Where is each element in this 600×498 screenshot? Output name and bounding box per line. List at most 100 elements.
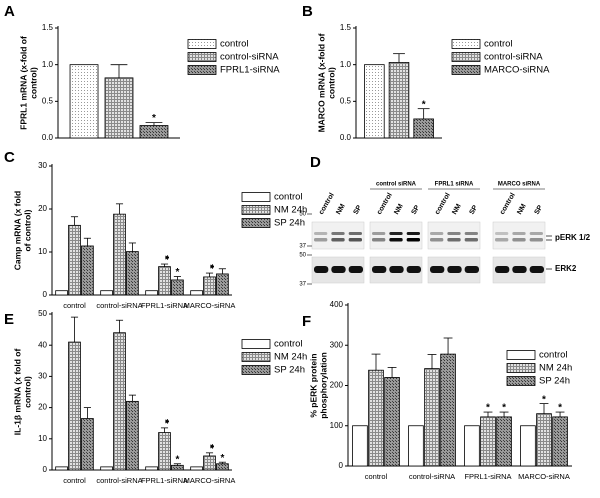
legend-label: control: [274, 192, 303, 203]
significance-mark: *: [486, 403, 490, 414]
lane-label: control: [376, 192, 394, 216]
bar: [520, 425, 536, 467]
blot-band: [512, 232, 526, 235]
y-axis-label: Camp mRNA (x fold: [12, 191, 22, 271]
x-tick-label: MARCO-siRNA: [184, 476, 236, 485]
blot-band: [430, 238, 444, 242]
legend-label: FPRL1-siRNA: [220, 65, 280, 76]
legend-swatch: [506, 376, 536, 386]
blot-strip: [492, 221, 546, 250]
bar: [203, 455, 216, 471]
bar: [216, 463, 229, 471]
group-label: MARCO siRNA: [498, 182, 541, 188]
blot-band: [406, 266, 421, 273]
y-axis-label: control): [326, 67, 336, 99]
bar: [364, 64, 385, 139]
blot-band: [314, 266, 329, 273]
lane-label: SP: [469, 204, 480, 216]
bar: [424, 368, 440, 467]
band-label: ERK2: [555, 264, 577, 273]
blot-band: [430, 232, 444, 235]
y-tick-label: 300: [330, 340, 344, 349]
bar: [158, 266, 171, 296]
bar: [352, 425, 368, 467]
blot-strip: [427, 221, 481, 250]
legend-label: control: [274, 339, 303, 350]
legend-swatch: [451, 52, 481, 62]
bar: [480, 416, 496, 467]
blot-strip: [369, 221, 423, 250]
significance-mark: *: [542, 394, 546, 405]
band-label: pERK 1/2: [555, 233, 591, 242]
panel-label: F: [302, 313, 311, 330]
y-axis-label: % pERK protein: [308, 353, 318, 417]
lane-label: control: [499, 192, 517, 216]
bar: [104, 77, 134, 139]
significance-mark: *: [220, 453, 224, 464]
y-tick-label: 1.5: [42, 23, 54, 32]
legend-swatch: [241, 352, 271, 362]
legend-label: control-siRNA: [220, 52, 279, 63]
x-tick-label: control: [63, 301, 86, 310]
blot-band: [529, 238, 543, 242]
y-axis-label: control): [28, 67, 38, 99]
blot-band: [447, 238, 461, 242]
lane-label: control: [434, 192, 452, 216]
bar: [158, 432, 171, 471]
legend-swatch: [451, 39, 481, 49]
blot-band: [372, 266, 387, 273]
bar: [145, 290, 158, 296]
legend-swatch: [241, 339, 271, 349]
blot-band: [495, 266, 510, 273]
lane-label: NM: [516, 203, 528, 216]
bar: [113, 213, 126, 296]
y-tick-label: 0.5: [340, 96, 352, 105]
blot-band: [389, 266, 404, 273]
y-axis-label: FPRL1 mRNA (x-fold of: [18, 36, 28, 130]
group-label: control siRNA: [376, 182, 417, 188]
significance-mark: *: [422, 99, 426, 110]
y-tick-label: 1.0: [42, 60, 54, 69]
legend-label: NM 24h: [539, 363, 572, 374]
panel-label: A: [4, 3, 15, 20]
y-tick-label: 0: [43, 465, 48, 474]
y-axis-label: control): [22, 376, 32, 408]
lane-label: SP: [411, 204, 422, 216]
legend-label: control: [220, 39, 249, 50]
blot-band: [331, 232, 345, 235]
bar: [203, 276, 216, 296]
legend-swatch: [241, 218, 271, 228]
legend-label: control: [539, 350, 568, 361]
y-tick-label: 100: [330, 421, 344, 430]
y-tick-label: 40: [38, 340, 47, 349]
legend-swatch: [241, 205, 271, 215]
blot-band: [314, 238, 328, 242]
blot-band: [406, 238, 420, 242]
y-tick-label: 1.0: [340, 60, 352, 69]
marker-label: 37: [299, 282, 306, 288]
blot-band: [389, 238, 403, 242]
significance-mark: *: [175, 454, 179, 465]
legend-swatch: [451, 65, 481, 75]
bar: [440, 353, 456, 467]
blot-band: [372, 238, 386, 242]
panel-label: C: [4, 149, 15, 166]
bar: [126, 400, 139, 471]
blot-band: [430, 266, 445, 273]
bar: [464, 425, 480, 467]
bar: [69, 64, 99, 139]
bar: [68, 341, 81, 471]
bar: [388, 62, 410, 139]
y-tick-label: 0.0: [340, 133, 352, 142]
bar: [536, 413, 552, 467]
bar: [190, 466, 203, 471]
blot-band: [389, 232, 403, 235]
bar: [100, 466, 113, 471]
marker-label: 50: [299, 212, 306, 218]
lane-label: SP: [353, 204, 364, 216]
blot-band: [529, 266, 544, 273]
blot-band: [464, 232, 478, 235]
bar: [171, 279, 184, 296]
panel-label: B: [302, 3, 313, 20]
